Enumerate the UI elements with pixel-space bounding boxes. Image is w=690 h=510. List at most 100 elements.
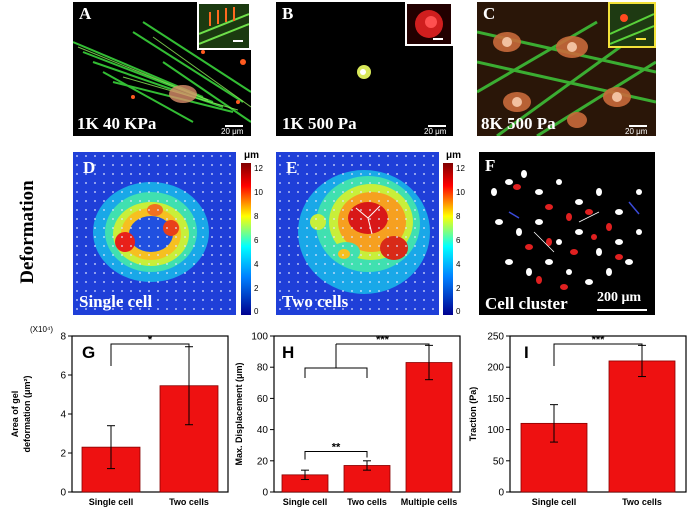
plot-frame: [509, 335, 687, 493]
micrograph-c-scale-text: 20 μm: [625, 127, 648, 136]
micrograph-b-condition: 1K 500 Pa: [282, 114, 357, 133]
y-tick-label: 150: [487, 394, 504, 405]
y-tick-label: 2: [60, 449, 66, 460]
micrograph-c-inset: [608, 2, 656, 48]
x-tick-label: Single cell: [89, 497, 134, 507]
cell-cluster-f-scale-text: 200 μm: [597, 290, 642, 305]
deformation-map-d-caption: Single cell: [79, 292, 153, 311]
group-bracket: [304, 367, 368, 378]
y-tick-label: 60: [257, 394, 269, 405]
x-tick-label: Two cells: [169, 497, 209, 507]
deformation-map-d: D Single cell: [73, 152, 236, 315]
bar-chart-h: 0 20 40 60 80 100 Max. Displacement (μm) Single…: [234, 332, 461, 507]
significance-bracket: [336, 343, 430, 354]
micrograph-b-label: B: [282, 4, 294, 23]
x-tick-label: Single cell: [283, 497, 328, 507]
micrograph-c-scale-bar: [629, 125, 647, 127]
x-tick-label: Two cells: [622, 497, 662, 507]
y-tick-label: 0: [60, 488, 66, 499]
x-tick-label: Two cells: [347, 497, 387, 507]
colorbar-e-tick: 6: [456, 236, 461, 245]
y-tick-label: 0: [262, 488, 268, 499]
micrograph-b-scale-text: 20 μm: [424, 127, 447, 136]
bar: [608, 360, 676, 493]
y-multiplier: (X10⁴): [30, 325, 53, 334]
micrograph-c-image: [477, 2, 656, 136]
colorbar-d-unit: μm: [244, 150, 260, 161]
panel-label: G: [82, 343, 95, 362]
colorbar-d-tick: 10: [254, 188, 263, 197]
micrograph-a-label: A: [79, 4, 92, 23]
colorbar-d: [241, 163, 251, 315]
micrograph-a: A 1K 40 KPa 20 μm: [73, 2, 251, 136]
micrograph-a-scale-text: 20 μm: [221, 127, 244, 136]
y-tick-label: 100: [251, 332, 268, 343]
deformation-map-d-label: D: [83, 158, 96, 177]
y-tick-label: 8: [60, 332, 66, 343]
cell-cluster-f-caption: Cell cluster: [485, 294, 568, 313]
y-axis-label: Max. Displacement (μm): [234, 362, 244, 465]
deformation-map-e-label: E: [286, 158, 298, 177]
x-tick-label: Single cell: [532, 497, 577, 507]
significance-label: *: [148, 334, 153, 346]
micrograph-a-inset: [197, 2, 251, 50]
deformation-map-e: E Two cells: [276, 152, 439, 315]
significance-label: ***: [592, 334, 606, 346]
colorbar-e-tick: 4: [456, 260, 461, 269]
micrograph-b-inset: [405, 2, 453, 46]
y-tick-label: 250: [487, 332, 504, 343]
y-tick-label: 40: [257, 425, 269, 436]
y-tick-label: 20: [257, 456, 269, 467]
y-tick-label: 200: [487, 363, 504, 374]
colorbar-e: [443, 163, 453, 315]
micrograph-c: C 8K 500 Pa 20 μm: [477, 2, 656, 136]
y-axis-label: Traction (Pa): [468, 387, 478, 442]
significance-label: ***: [376, 334, 390, 346]
micrograph-a-image: [73, 21, 251, 123]
significance-label: **: [332, 441, 341, 453]
micrograph-b-image: [357, 65, 371, 79]
micrograph-b-scale-bar: [428, 125, 446, 127]
deformation-map-e-caption: Two cells: [282, 292, 349, 311]
deformation-row-title: Deformation: [17, 180, 38, 284]
colorbar-e-tick: 10: [456, 188, 465, 197]
y-tick-label: 50: [493, 456, 505, 467]
colorbar-e-unit: μm: [446, 150, 462, 161]
y-tick-label: 80: [257, 363, 269, 374]
bar-chart-i: 0 50 100 150 200 250 Traction (Pa) Single cell T…: [468, 332, 687, 507]
colorbar-d-tick: 8: [254, 212, 259, 221]
cell-cluster-f-label: F: [485, 156, 496, 175]
micrograph-b: B 1K 500 Pa 20 μm: [276, 2, 453, 136]
colorbar-d-tick: 2: [254, 284, 259, 293]
cell-cluster-f: F Cell cluster 200 μm: [479, 152, 655, 315]
colorbar-e-tick: 12: [456, 164, 465, 173]
colorbar-d-tick: 4: [254, 260, 259, 269]
colorbar-e-tick: 2: [456, 284, 461, 293]
colorbar-d-tick: 12: [254, 164, 263, 173]
y-tick-label: 100: [487, 425, 504, 436]
micrograph-c-condition: 8K 500 Pa: [481, 114, 556, 133]
colorbar-d-tick: 6: [254, 236, 259, 245]
significance-bracket: [553, 343, 643, 366]
cell-cluster-f-image: [491, 170, 642, 290]
panel-label: I: [524, 343, 529, 362]
micrograph-a-condition: 1K 40 KPa: [77, 114, 157, 133]
bar: [405, 362, 453, 493]
deformation-map-d-image: [73, 152, 236, 315]
micrograph-c-label: C: [483, 4, 496, 23]
panel-label: H: [282, 343, 294, 362]
colorbar-d-tick: 0: [254, 307, 259, 316]
micrograph-a-scale-bar: [225, 125, 243, 127]
y-tick-label: 0: [498, 488, 504, 499]
y-tick-label: 6: [60, 371, 66, 382]
y-tick-label: 4: [60, 410, 66, 421]
colorbar-e-tick: 0: [456, 307, 461, 316]
colorbar-e-tick: 8: [456, 212, 461, 221]
significance-bracket: [304, 450, 368, 460]
bar-chart-g: 0 2 4 6 8 Area of gel deformation (μm²) (X10⁴) S…: [10, 325, 229, 507]
y-axis-label: Area of gel: [10, 391, 20, 438]
x-tick-label: Multiple cells: [401, 497, 458, 507]
cell-cluster-f-scale-bar: [597, 309, 647, 311]
significance-bracket: [110, 343, 190, 366]
deformation-map-e-image: [276, 152, 439, 315]
